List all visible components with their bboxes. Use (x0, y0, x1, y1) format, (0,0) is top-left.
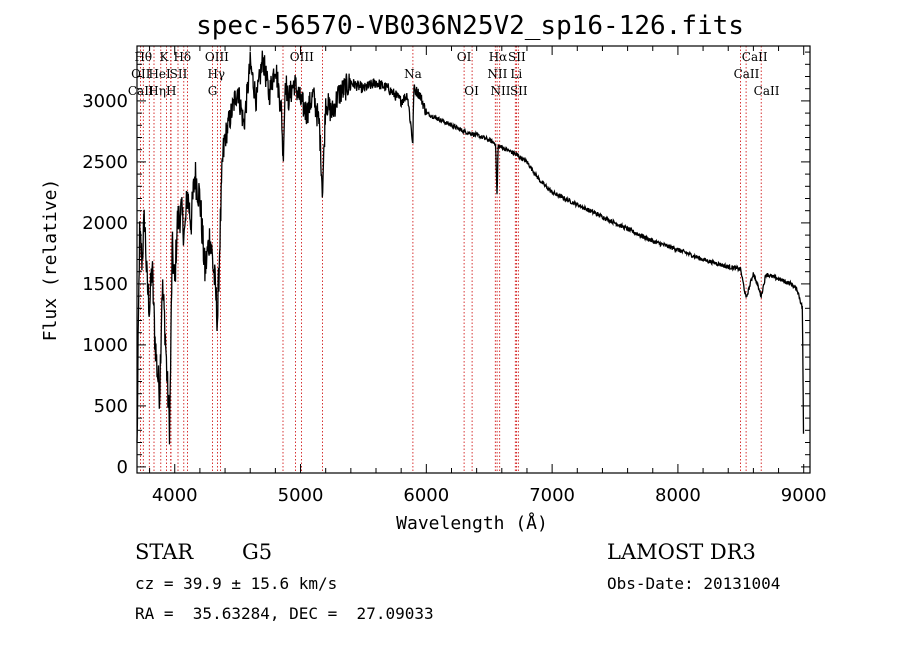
line-marker-label: OII (131, 67, 151, 81)
line-marker-label: Hη (148, 84, 166, 98)
x-axis-ticks: 4000 5000 6000 7000 8000 9000 (149, 46, 827, 506)
line-marker-label: Hδ (173, 50, 191, 64)
line-marker-label: H (166, 84, 176, 98)
y-tick-label: 0 (117, 457, 128, 478)
line-marker-label: OIII (290, 50, 314, 64)
x-tick-label: 8000 (655, 485, 701, 506)
line-marker-label: Hγ (207, 67, 225, 81)
line-marker-label: HeI (148, 67, 171, 81)
y-axis-label: Flux (relative) (40, 179, 61, 342)
line-marker-label: G (208, 84, 218, 98)
line-marker-label: OI (464, 84, 479, 98)
observation-date: Obs-Date: 20131004 (607, 574, 781, 593)
line-marker-label: Hθ (134, 50, 152, 64)
line-marker-label: CaII (128, 84, 154, 98)
x-tick-label: 5000 (278, 485, 324, 506)
line-marker-label: CaII (754, 84, 780, 98)
line-marker-label: CaII (734, 67, 760, 81)
line-markers (139, 46, 762, 473)
line-marker-label: NII (487, 67, 507, 81)
x-tick-label: 7000 (529, 485, 575, 506)
line-marker-label: NII (491, 84, 511, 98)
line-marker-label: Na (404, 67, 422, 81)
x-tick-label: 4000 (152, 485, 198, 506)
y-tick-label: 1500 (82, 274, 128, 295)
y-tick-label: 1000 (82, 335, 128, 356)
chart-title: spec-56570-VB036N25V2_sp16-126.fits (196, 11, 744, 41)
object-subclass: G5 (242, 540, 273, 564)
x-tick-label: 9000 (781, 485, 827, 506)
redshift-cz: cz = 39.9 ± 15.6 km/s (135, 574, 338, 593)
line-marker-label: SII (170, 67, 188, 81)
line-marker-label: Li (510, 67, 522, 81)
y-tick-label: 3000 (82, 91, 128, 112)
y-axis-ticks: 0 500 1000 1500 2000 2500 3000 (82, 51, 810, 478)
y-tick-label: 2000 (82, 213, 128, 234)
line-marker-label: CaII (742, 50, 768, 64)
line-marker-label: OIII (205, 50, 229, 64)
y-tick-label: 2500 (82, 152, 128, 173)
spectrum-series-line (136, 50, 805, 445)
plot-frame (136, 45, 811, 474)
coordinates: RA = 35.63284, DEC = 27.09033 (135, 604, 434, 623)
line-marker-label: OI (457, 50, 472, 64)
y-tick-label: 500 (94, 396, 128, 417)
line-marker-label: Hα (489, 50, 508, 64)
line-marker-label: SII (510, 84, 528, 98)
x-tick-label: 6000 (403, 485, 449, 506)
survey-name: LAMOST DR3 (607, 540, 756, 564)
line-marker-label: K (160, 50, 170, 64)
line-marker-label: SII (508, 50, 526, 64)
object-class: STAR (135, 540, 194, 564)
x-axis-label: Wavelength (Å) (396, 512, 548, 534)
